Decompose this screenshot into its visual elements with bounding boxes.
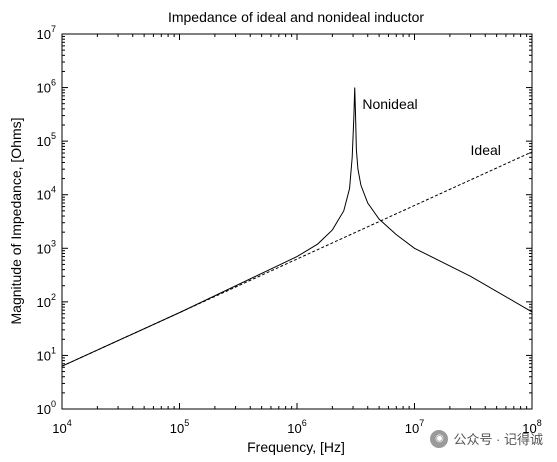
y-tick-label: 103 [37, 238, 56, 256]
watermark-text: 公众号 · 记得诚 [453, 432, 543, 447]
x-tick-label: 106 [287, 418, 306, 436]
plot-frame [61, 33, 533, 410]
annotation-ideal: Ideal [471, 142, 501, 158]
axis-ticks: 104 105 106 107 108 100 101 102 103 104 105 106 107 [37, 24, 542, 436]
series-nonideal-line [61, 87, 533, 367]
x-tick-label: 105 [170, 418, 189, 436]
y-tick-label: 106 [37, 78, 56, 96]
series-group [61, 87, 533, 367]
y-tick-label: 105 [37, 131, 56, 149]
y-tick-label: 104 [37, 185, 56, 203]
y-axis-label: Magnitude of Impedance, [Ohms] [8, 118, 24, 325]
y-tick-label: 107 [37, 24, 56, 42]
y-tick-label: 101 [37, 345, 56, 363]
chart-title: Impedance of ideal and nonideal inductor [168, 9, 424, 25]
wechat-icon: ◉ [430, 429, 449, 448]
x-tick-label: 104 [52, 418, 71, 436]
watermark: ◉ 公众号 · 记得诚 [430, 429, 543, 448]
y-tick-label: 100 [37, 399, 56, 417]
y-tick-label: 102 [37, 292, 56, 310]
annotations-group: Nonideal Ideal [362, 96, 501, 158]
annotation-nonideal: Nonideal [362, 96, 417, 112]
x-tick-label: 107 [405, 418, 424, 436]
x-axis-label: Frequency, [Hz] [247, 439, 345, 455]
x-tick-label: 108 [522, 418, 541, 436]
